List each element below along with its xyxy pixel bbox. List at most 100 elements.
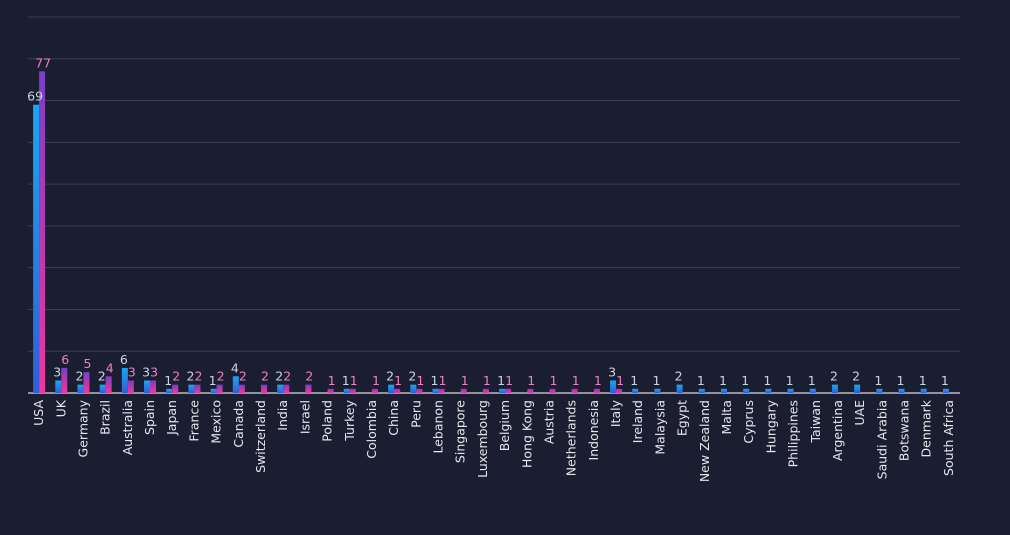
data-label-series-b: 1 — [394, 373, 402, 388]
bar-series-a — [432, 388, 439, 393]
bar-series-b — [194, 384, 201, 393]
x-tick-label: Japan — [164, 400, 179, 436]
data-label-series-a: 2 — [275, 369, 283, 384]
bar-series-a — [121, 367, 128, 393]
data-label-series-a: 1 — [630, 373, 638, 388]
data-label-series-b: 1 — [505, 373, 513, 388]
x-tick-label: Malta — [719, 400, 734, 434]
x-tick-label: Taiwan — [808, 400, 823, 444]
bar-series-a — [654, 388, 661, 393]
x-tick-label: New Zealand — [697, 400, 712, 482]
x-tick-label: Turkey — [342, 399, 357, 441]
data-label-series-b: 5 — [83, 356, 91, 371]
x-tick-label: Mexico — [209, 400, 224, 444]
x-tick-label: Indonesia — [586, 400, 601, 460]
bar-series-b — [482, 388, 489, 393]
data-label-series-a: 1 — [431, 373, 439, 388]
x-tick-label: China — [386, 400, 401, 436]
x-tick-label: India — [275, 400, 290, 431]
data-label-series-b: 1 — [372, 373, 380, 388]
data-label-series-b: 2 — [194, 369, 202, 384]
bar-series-a — [77, 384, 84, 393]
data-label-series-a: 6 — [120, 352, 128, 367]
data-label-series-b: 1 — [439, 373, 447, 388]
data-label-series-b: 77 — [35, 55, 51, 70]
bar-series-b — [105, 376, 112, 393]
data-label-series-b: 1 — [483, 373, 491, 388]
gridlines — [28, 16, 960, 394]
x-tick-label: Singapore — [453, 400, 468, 463]
data-label-series-a: 1 — [164, 373, 172, 388]
data-label-series-a: 4 — [231, 360, 239, 375]
data-label-series-b: 3 — [150, 364, 158, 379]
bar-series-a — [743, 388, 750, 393]
data-label-series-a: 1 — [719, 373, 727, 388]
bar-series-b — [39, 71, 46, 394]
x-tick-label: Hong Kong — [519, 400, 534, 468]
bar-series-b — [238, 384, 245, 393]
x-tick-label: Argentina — [830, 400, 845, 461]
bar-series-b — [593, 388, 600, 393]
data-label-series-b: 2 — [239, 369, 247, 384]
data-label-series-b: 4 — [106, 360, 114, 375]
data-label-series-b: 1 — [572, 373, 580, 388]
x-tick-label: Colombia — [364, 400, 379, 459]
x-tick-label: Egypt — [675, 400, 690, 436]
data-label-series-a: 1 — [763, 373, 771, 388]
data-label-series-b: 2 — [283, 369, 291, 384]
bar-series-a — [898, 388, 905, 393]
data-label-series-a: 1 — [497, 373, 505, 388]
data-label-series-a: 1 — [941, 373, 949, 388]
data-label-series-a: 1 — [652, 373, 660, 388]
data-label-series-a: 1 — [874, 373, 882, 388]
bar-series-b — [616, 388, 623, 393]
bar-series-a — [676, 384, 683, 393]
x-tick-label: Brazil — [98, 400, 113, 435]
bar-series-b — [283, 384, 290, 393]
x-tick-label: Germany — [75, 399, 90, 457]
bar-series-a — [942, 388, 949, 393]
x-tick-label: Philippines — [786, 400, 801, 467]
data-label-series-b: 1 — [328, 373, 336, 388]
bar-series-b — [327, 388, 334, 393]
bar-series-a — [343, 388, 350, 393]
bar-series-b — [172, 384, 179, 393]
data-label-series-b: 2 — [217, 369, 225, 384]
category-labels: USA UK Germany Brazil Australia Spain Japan Fra… — [31, 399, 956, 482]
data-label-series-b: 1 — [549, 373, 557, 388]
bar-series-a — [99, 384, 106, 393]
x-tick-label: Peru — [408, 400, 423, 428]
bar-series-a — [698, 388, 705, 393]
x-tick-label: Cyprus — [741, 400, 756, 444]
data-label-series-b: 1 — [416, 373, 424, 388]
x-tick-label: Italy — [608, 399, 623, 427]
data-label-series-b: 1 — [594, 373, 602, 388]
bar-series-a — [55, 380, 62, 393]
data-label-series-a: 1 — [919, 373, 927, 388]
bar-series-a — [876, 388, 883, 393]
bar-series-a — [166, 388, 173, 393]
data-label-series-a: 1 — [209, 373, 217, 388]
x-tick-label: Malaysia — [652, 400, 667, 455]
x-tick-label: Botswana — [897, 400, 912, 461]
x-tick-label: Ireland — [630, 400, 645, 443]
data-label-series-b: 3 — [128, 364, 136, 379]
x-tick-label: Hungary — [763, 399, 778, 453]
data-label-series-a: 1 — [697, 373, 705, 388]
x-tick-label: UK — [53, 399, 68, 417]
data-label-series-a: 2 — [75, 369, 83, 384]
data-label-series-b: 1 — [461, 373, 469, 388]
data-label-series-a: 1 — [808, 373, 816, 388]
data-label-series-a: 2 — [675, 369, 683, 384]
x-tick-label: South Africa — [941, 400, 956, 476]
bar-series-b — [305, 384, 312, 393]
data-label-series-a: 1 — [786, 373, 794, 388]
bar-series-a — [721, 388, 727, 393]
data-label-series-a: 69 — [27, 89, 43, 104]
x-tick-label: Belgium — [497, 400, 512, 451]
data-label-series-b: 2 — [172, 369, 180, 384]
bar-series-b — [394, 388, 401, 393]
data-label-series-a: 2 — [186, 369, 194, 384]
bar-series-b — [216, 384, 223, 393]
data-label-series-b: 1 — [527, 373, 535, 388]
